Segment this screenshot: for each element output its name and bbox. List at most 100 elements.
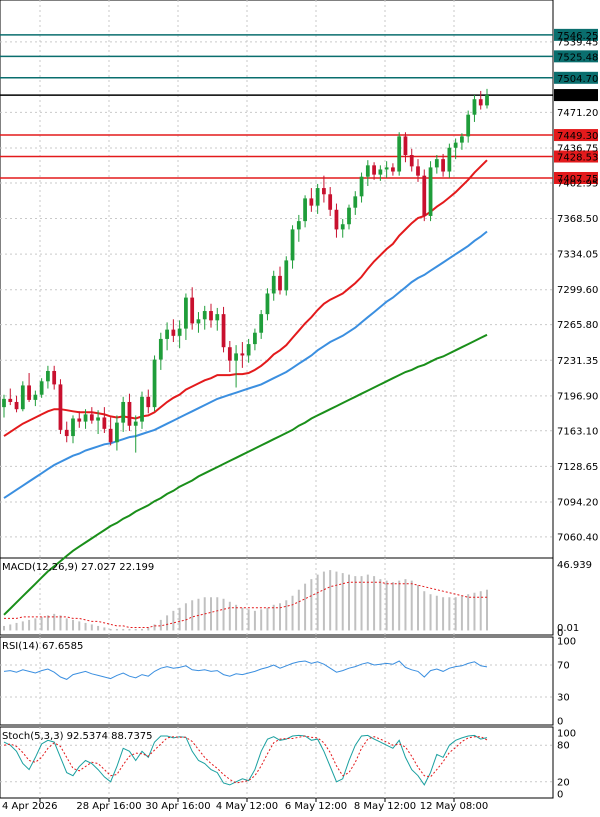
time-tick-label: 30 Apr 16:00 bbox=[145, 801, 210, 812]
time-tick-label: 12 May 08:00 bbox=[420, 801, 489, 812]
candle-body bbox=[384, 167, 389, 170]
candle-body bbox=[108, 428, 113, 443]
price-tick-label: 7471.20 bbox=[557, 108, 598, 119]
rsi-tick-label: 30 bbox=[557, 693, 570, 704]
resistance-level-label: 7546.25 bbox=[557, 31, 598, 42]
candle-body bbox=[290, 229, 295, 261]
candle-body bbox=[146, 396, 151, 408]
candle-body bbox=[409, 155, 414, 167]
candle-body bbox=[460, 136, 464, 143]
candle-body bbox=[447, 147, 452, 172]
stoch-tick-label: 20 bbox=[557, 777, 570, 788]
support-level-label-box bbox=[554, 150, 598, 163]
support-level-label-box bbox=[554, 129, 598, 142]
candle-body bbox=[196, 319, 201, 324]
candle-body bbox=[353, 196, 358, 208]
candle-body bbox=[422, 175, 427, 216]
candle-body bbox=[259, 314, 264, 333]
rsi-tick-label: 100 bbox=[557, 637, 576, 648]
price-tick-label: 7196.90 bbox=[557, 391, 598, 402]
candle-body bbox=[240, 353, 245, 356]
candle-body bbox=[271, 275, 276, 294]
candle-body bbox=[58, 384, 63, 430]
price-tick-label: 7539.45 bbox=[557, 37, 598, 48]
candle-body bbox=[46, 370, 50, 382]
candle-body bbox=[2, 398, 6, 408]
candle-body bbox=[328, 194, 333, 210]
time-tick-label: 4 Apr 2026 bbox=[2, 801, 57, 812]
candle-body bbox=[478, 99, 483, 106]
candle-body bbox=[365, 165, 370, 177]
candle-body bbox=[246, 344, 251, 356]
level-lines: 7546.25 7525.48 7504.70 7449.30 7428.53 7407.… bbox=[0, 28, 598, 185]
candle-body bbox=[8, 398, 13, 402]
ema-slow-line bbox=[3, 333, 488, 616]
current-price-label: 7488.00 bbox=[557, 91, 598, 102]
candle-body bbox=[133, 421, 138, 426]
candle-body bbox=[14, 401, 19, 410]
candle-body bbox=[140, 396, 144, 422]
candle-body bbox=[190, 297, 195, 324]
macd-tick-label: 0.01 bbox=[557, 623, 579, 634]
candle-body bbox=[347, 207, 351, 225]
macd-panel-frame bbox=[0, 557, 554, 636]
candle-body bbox=[20, 385, 25, 410]
candle-body bbox=[284, 260, 289, 291]
price-tick-label: 7299.60 bbox=[557, 285, 598, 296]
candle-body bbox=[127, 401, 132, 426]
candle-body bbox=[158, 338, 163, 360]
candle-body bbox=[152, 359, 157, 408]
candle-body bbox=[434, 159, 439, 168]
price-axis: 7539.45 7471.20 7436.75 7402.95 7368.50 7334.… bbox=[557, 37, 598, 543]
candle-body bbox=[165, 329, 169, 339]
candle-body bbox=[322, 188, 326, 195]
support-level-label: 7407.75 bbox=[557, 174, 598, 185]
candle-body bbox=[177, 328, 182, 336]
candle-body bbox=[303, 198, 307, 222]
stoch-tick-label: 80 bbox=[557, 741, 570, 752]
stoch-tick-label: 0 bbox=[557, 790, 563, 801]
candle-body bbox=[378, 169, 383, 175]
price-tick-label: 7163.10 bbox=[557, 426, 598, 437]
rsi-panel-frame bbox=[0, 636, 554, 726]
candle-body bbox=[39, 381, 44, 395]
macd-panel: MACD(12,26,9) 27.027 22.199 46.939 0.010 bbox=[2, 560, 592, 639]
price-tick-label: 7334.05 bbox=[557, 250, 598, 261]
candle-body bbox=[33, 394, 38, 400]
candle-body bbox=[209, 311, 213, 321]
candle-body bbox=[278, 275, 282, 291]
support-level-label-box bbox=[554, 171, 598, 184]
stoch-label: Stoch(5,3,3) 92.5374 88.7375 bbox=[2, 731, 153, 742]
stoch-tick-label: 100 bbox=[557, 729, 576, 740]
time-tick-label: 6 May 12:00 bbox=[285, 801, 347, 812]
ema-fast-line bbox=[3, 159, 488, 437]
price-tick-label: 7436.75 bbox=[557, 144, 598, 155]
macd-signal-line bbox=[4, 581, 487, 628]
price-tick-label: 7368.50 bbox=[557, 214, 598, 225]
macd-tick-label: 0 bbox=[557, 628, 563, 639]
candle-body bbox=[315, 188, 320, 206]
price-tick-label: 7265.80 bbox=[557, 320, 598, 331]
candle-body bbox=[77, 418, 82, 422]
rsi-panel: RSI(14) 67.6585 100 70 30 0 bbox=[0, 637, 576, 728]
grid bbox=[0, 0, 553, 798]
candle-body bbox=[472, 99, 477, 115]
stoch-panel-frame bbox=[0, 726, 554, 799]
candle-body bbox=[96, 417, 100, 421]
resistance-level-label: 7525.48 bbox=[557, 52, 598, 63]
candle-body bbox=[52, 370, 57, 385]
candle-body bbox=[453, 142, 458, 148]
price-tick-label: 7060.40 bbox=[557, 532, 598, 543]
candle-body bbox=[466, 114, 471, 137]
resistance-level-label-box bbox=[554, 50, 598, 63]
time-axis: 4 Apr 2026 28 Apr 16:00 30 Apr 16:00 4 May … bbox=[2, 798, 488, 812]
resistance-level-label-box bbox=[554, 28, 598, 41]
candle-body bbox=[391, 167, 395, 172]
candle-body bbox=[253, 332, 257, 345]
candle-body bbox=[309, 198, 314, 206]
candles bbox=[2, 88, 489, 453]
candle-body bbox=[64, 429, 69, 437]
main-panel-frame bbox=[0, 0, 554, 559]
